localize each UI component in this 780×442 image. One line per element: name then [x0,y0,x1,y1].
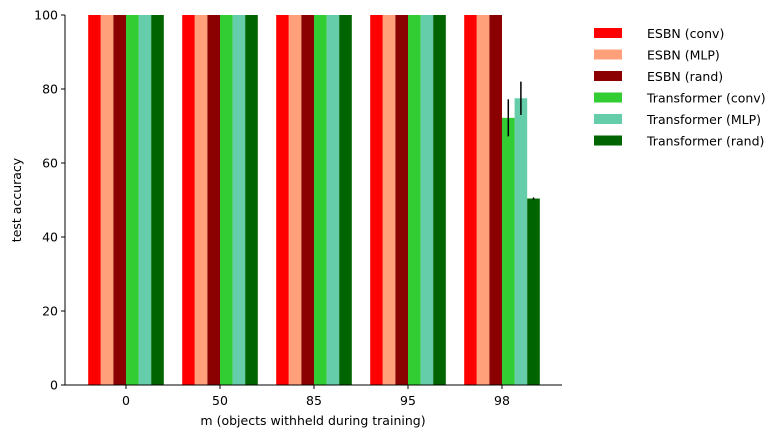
legend-label: Transformer (MLP) [646,112,761,127]
bar [395,15,408,385]
bar [151,15,164,385]
legend-label: ESBN (MLP) [647,48,720,63]
legend-swatch [594,49,622,60]
x-tick-label: 95 [400,393,416,408]
y-tick-label: 100 [34,8,58,23]
legend-label: Transformer (rand) [646,134,764,149]
bar [476,15,490,385]
bar [420,15,434,385]
bar [433,15,446,385]
bar [220,15,233,385]
bar [232,15,246,385]
x-tick-label: 0 [122,393,130,408]
y-ticks: 0 20 40 60 80 100 [34,8,65,393]
y-tick-label: 60 [42,156,58,171]
legend-swatch [594,114,622,124]
bar [288,15,302,385]
bar [314,15,327,385]
legend-swatch [594,92,622,103]
y-axis-label: test accuracy [9,157,24,242]
bar [514,98,528,385]
bar [100,15,114,385]
bar [301,15,314,385]
bar [464,15,477,385]
bars-layer [88,15,540,386]
y-tick-label: 0 [50,378,58,393]
y-tick-label: 20 [42,304,58,319]
legend-swatch [594,71,622,81]
bar [194,15,208,385]
bar [408,15,421,385]
x-ticks: 0 50 85 95 98 [122,385,510,408]
bar [370,15,383,385]
legend-swatch [594,28,622,38]
y-tick-label: 40 [42,230,58,245]
legend-swatch [594,135,622,146]
bar [88,15,101,385]
legend-label: ESBN (conv) [647,26,724,41]
y-tick-label: 80 [42,82,58,97]
bar [126,15,139,385]
legend-label: Transformer (conv) [646,91,766,106]
bar [527,198,540,385]
x-tick-label: 98 [494,393,510,408]
bar [113,15,126,385]
legend: ESBN (conv) ESBN (MLP) ESBN (rand) Transfor… [594,26,766,149]
bar [326,15,340,385]
x-tick-label: 50 [212,393,228,408]
bar [207,15,220,385]
bar [138,15,152,385]
bar [339,15,352,385]
x-tick-label: 85 [306,393,322,408]
bar [489,15,502,385]
x-axis-label: m (objects withheld during training) [200,413,425,428]
error-bars-layer [507,81,535,200]
bar [276,15,289,385]
bar [382,15,396,385]
bar [502,117,515,386]
bar [182,15,195,385]
legend-label: ESBN (rand) [647,69,723,84]
bar [245,15,258,385]
